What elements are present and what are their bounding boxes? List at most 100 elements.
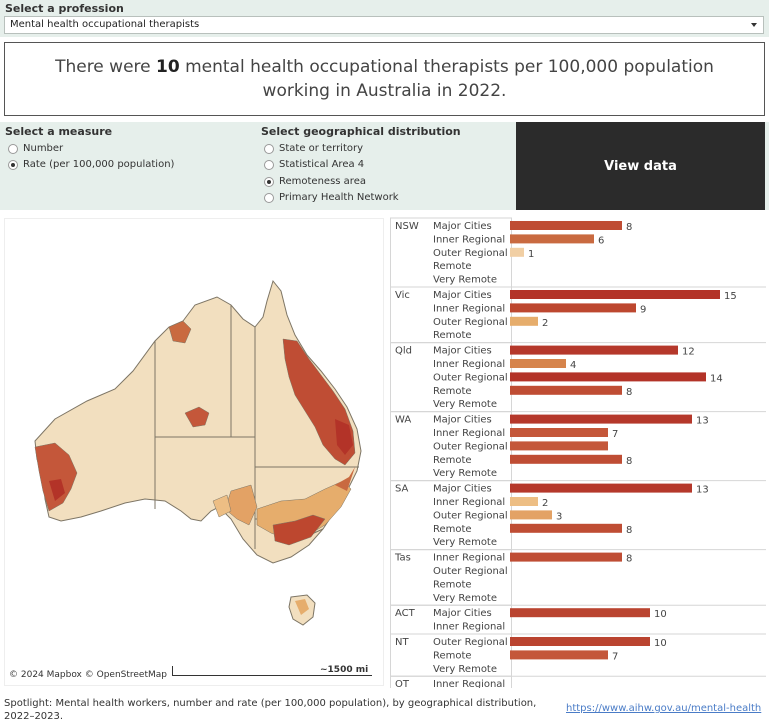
radio-icon <box>8 143 18 154</box>
area-label: Major Cities <box>433 290 492 301</box>
radio-selected-icon <box>264 176 274 187</box>
map-scale-label: ~1500 mi <box>320 665 369 675</box>
bar[interactable] <box>510 385 622 395</box>
bar[interactable] <box>510 303 636 313</box>
bar[interactable] <box>510 454 622 464</box>
state-label: ACT <box>395 608 416 619</box>
radio-icon <box>264 192 274 203</box>
bar-value-label: 8 <box>626 525 632 536</box>
area-label: Remote <box>433 455 472 466</box>
view-data-button[interactable]: View data <box>516 122 765 210</box>
geo-option-remoteness[interactable]: Remoteness area <box>264 176 366 187</box>
bar-value-label: 7 <box>612 651 618 662</box>
bar[interactable] <box>510 441 608 451</box>
bar-value-label: 13 <box>696 485 709 496</box>
area-label: Major Cities <box>433 221 492 232</box>
bar-value-label: 9 <box>640 304 646 315</box>
australia-map[interactable] <box>4 218 384 686</box>
bar[interactable] <box>510 637 650 646</box>
map-scale-bar <box>172 666 372 676</box>
geo-option-sa4[interactable]: Statistical Area 4 <box>264 159 364 170</box>
footer-caption: Spotlight: Mental health workers, number… <box>4 698 537 722</box>
bar-value-label: 8 <box>626 222 632 233</box>
area-label: Inner Regional <box>433 234 505 245</box>
bar[interactable] <box>510 372 706 382</box>
state-label: WA <box>395 415 411 426</box>
profession-dropdown[interactable]: Mental health occupational therapists <box>4 16 764 34</box>
bar[interactable] <box>510 650 608 660</box>
measure-title: Select a measure <box>5 125 113 138</box>
bar[interactable] <box>510 221 622 230</box>
bar-value-label: 2 <box>542 318 548 329</box>
area-label: Outer Regional <box>433 637 508 648</box>
bar-value-label: 3 <box>556 511 562 522</box>
area-label: Inner Regional <box>433 359 505 370</box>
bar-value-label: 10 <box>654 609 667 620</box>
area-label: Major Cities <box>433 608 492 619</box>
state-label: Tas <box>394 553 411 564</box>
state-label: NT <box>395 637 409 648</box>
area-label: Very Remote <box>433 468 497 479</box>
headline-box: There were 10 mental health occupational… <box>4 42 765 116</box>
bar-value-label: 8 <box>626 387 632 398</box>
geo-title: Select geographical distribution <box>261 125 461 138</box>
area-label: Outer Regional <box>433 372 508 383</box>
area-label: Outer Regional <box>433 510 508 521</box>
bar[interactable] <box>510 608 650 618</box>
measure-option-number[interactable]: Number <box>8 143 63 154</box>
area-label: Remote <box>433 261 472 272</box>
bar[interactable] <box>510 290 720 299</box>
state-label: Qld <box>395 346 412 357</box>
bar[interactable] <box>510 483 692 493</box>
bar[interactable] <box>510 247 524 257</box>
bar-value-label: 12 <box>682 347 695 358</box>
profession-selected-value: Mental health occupational therapists <box>10 19 200 30</box>
area-label: Inner Regional <box>433 303 505 314</box>
area-label: Remote <box>433 579 472 590</box>
area-label: Outer Regional <box>433 441 508 452</box>
measure-option-rate[interactable]: Rate (per 100,000 population) <box>8 159 174 170</box>
bar-value-label: 4 <box>570 360 576 371</box>
bar-value-label: 10 <box>654 638 667 649</box>
bar-value-label: 13 <box>696 416 709 427</box>
map-canvas <box>34 279 362 626</box>
bar[interactable] <box>510 345 678 355</box>
headline-value: 10 <box>156 57 180 77</box>
bar-value-label: 2 <box>542 498 548 509</box>
state-label: Vic <box>395 290 410 301</box>
area-label: Inner Regional <box>433 428 505 439</box>
geo-option-state[interactable]: State or territory <box>264 143 363 154</box>
area-label: Very Remote <box>433 275 497 286</box>
chevron-down-icon <box>751 23 757 27</box>
state-label: SA <box>395 484 409 495</box>
area-label: Very Remote <box>433 664 497 675</box>
bar-value-label: 8 <box>626 554 632 565</box>
bar[interactable] <box>510 414 692 424</box>
radio-selected-icon <box>8 159 18 170</box>
area-label: Very Remote <box>433 593 497 604</box>
area-label: Remote <box>433 524 472 535</box>
bar[interactable] <box>510 316 538 326</box>
area-label: Inner Regional <box>433 622 505 633</box>
area-label: Very Remote <box>433 537 497 548</box>
bar-value-label: 1 <box>528 249 534 260</box>
bar[interactable] <box>510 552 622 562</box>
area-label: Major Cities <box>433 415 492 426</box>
area-label: Outer Regional <box>433 566 508 577</box>
bar[interactable] <box>510 428 608 437</box>
area-label: Inner Regional <box>433 679 505 688</box>
bar[interactable] <box>510 497 538 506</box>
geo-option-phn[interactable]: Primary Health Network <box>264 192 399 203</box>
bar[interactable] <box>510 510 552 520</box>
area-label: Major Cities <box>433 346 492 357</box>
profession-panel: Select a profession Mental health occupa… <box>0 0 769 37</box>
headline-text: There were 10 mental health occupational… <box>55 57 714 101</box>
bar[interactable] <box>510 523 622 533</box>
chart-canvas: NSW Major Cities 8 Inner Regional 6 Outer Reg… <box>390 217 766 706</box>
footer-link[interactable]: https://www.aihw.gov.au/mental-health <box>566 703 762 714</box>
area-label: Outer Regional <box>433 317 508 328</box>
bar[interactable] <box>510 359 566 368</box>
area-label: Remote <box>433 386 472 397</box>
bar[interactable] <box>510 234 594 244</box>
area-label: Very Remote <box>433 399 497 410</box>
